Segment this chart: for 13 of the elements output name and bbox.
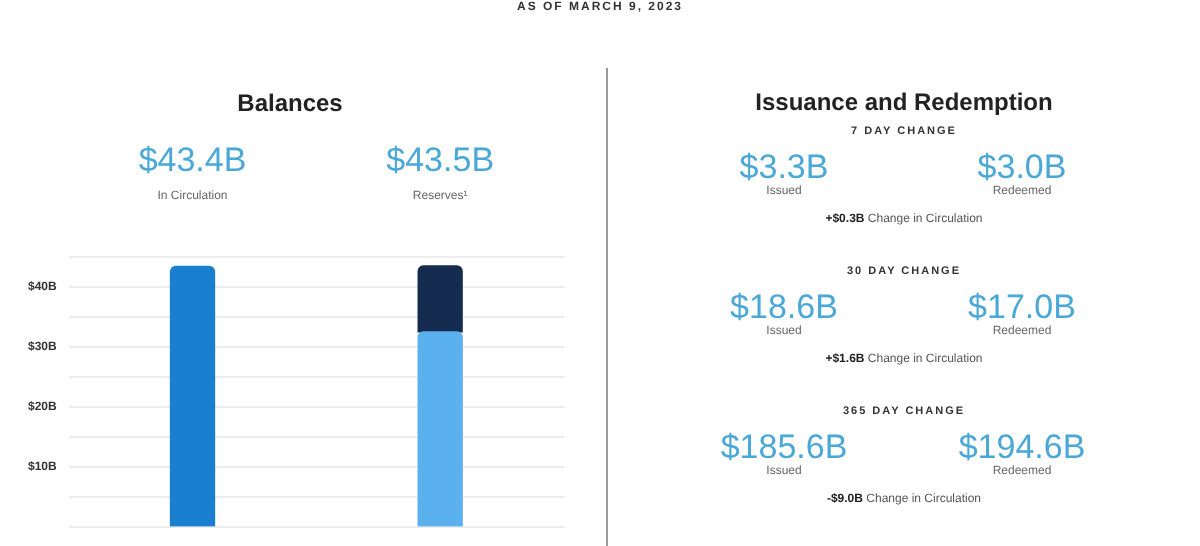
bar xyxy=(417,265,463,333)
bar xyxy=(417,331,463,527)
text: $194.6B xyxy=(956,428,1088,466)
text: $17.0B xyxy=(966,288,1078,326)
chart-title: Balances xyxy=(237,89,344,118)
total-label: $43.4B xyxy=(138,140,247,179)
bar xyxy=(169,265,216,527)
text: $185.6B xyxy=(718,428,850,466)
text: $3.0B xyxy=(975,148,1069,186)
total-label: $43.5B xyxy=(386,140,495,179)
text: Issuance and Redemption xyxy=(753,88,1055,116)
text: $18.6B xyxy=(728,288,840,326)
text: $3.3B xyxy=(737,148,831,186)
